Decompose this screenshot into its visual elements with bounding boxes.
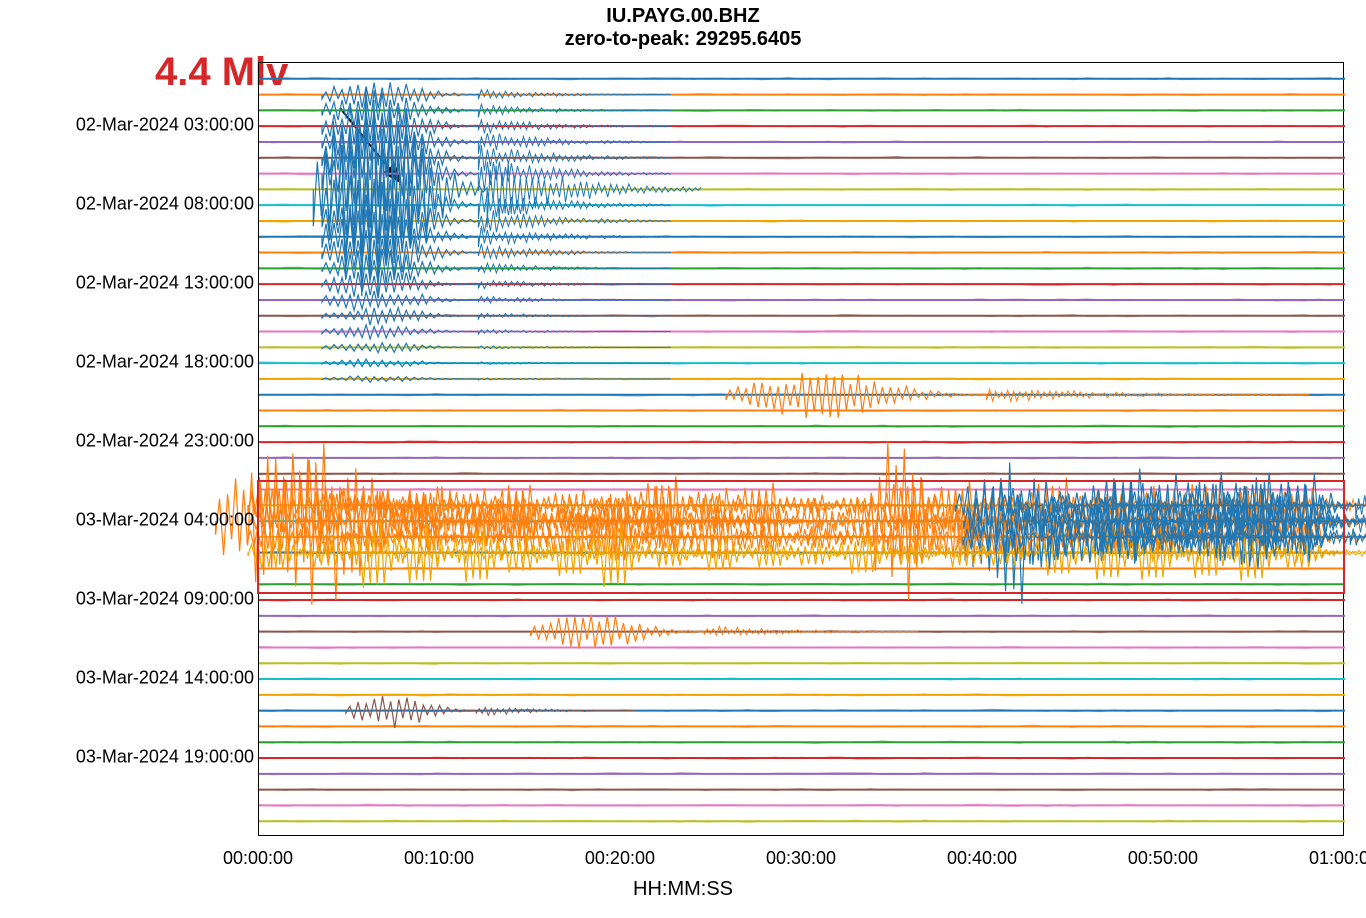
swarm-highlight-box	[257, 480, 1345, 594]
x-tick-label: 00:10:00	[404, 848, 474, 869]
y-tick-label: 02-Mar-2024 03:00:00	[76, 115, 254, 136]
y-tick-label: 03-Mar-2024 04:00:00	[76, 510, 254, 531]
x-tick-label: 00:40:00	[947, 848, 1017, 869]
x-tick-label: 00:20:00	[585, 848, 655, 869]
title-line-2: zero-to-peak: 29295.6405	[565, 28, 802, 51]
plot-area	[258, 62, 1344, 836]
x-tick-label: 00:00:00	[223, 848, 293, 869]
x-tick-label: 00:50:00	[1128, 848, 1198, 869]
y-tick-label: 03-Mar-2024 09:00:00	[76, 589, 254, 610]
y-tick-label: 02-Mar-2024 08:00:00	[76, 194, 254, 215]
y-tick-label: 02-Mar-2024 13:00:00	[76, 273, 254, 294]
chart-title: IU.PAYG.00.BHZ zero-to-peak: 29295.6405	[565, 5, 802, 51]
x-tick-label: 01:00:00	[1309, 848, 1366, 869]
y-tick-label: 03-Mar-2024 14:00:00	[76, 668, 254, 689]
x-axis-title: HH:MM:SS	[633, 878, 733, 901]
y-tick-label: 02-Mar-2024 18:00:00	[76, 352, 254, 373]
trace-canvas	[259, 63, 1343, 835]
helicorder-chart: IU.PAYG.00.BHZ zero-to-peak: 29295.6405 …	[0, 0, 1366, 918]
title-line-1: IU.PAYG.00.BHZ	[565, 5, 802, 28]
y-tick-label: 02-Mar-2024 23:00:00	[76, 431, 254, 452]
y-tick-label: 03-Mar-2024 19:00:00	[76, 747, 254, 768]
x-tick-label: 00:30:00	[766, 848, 836, 869]
